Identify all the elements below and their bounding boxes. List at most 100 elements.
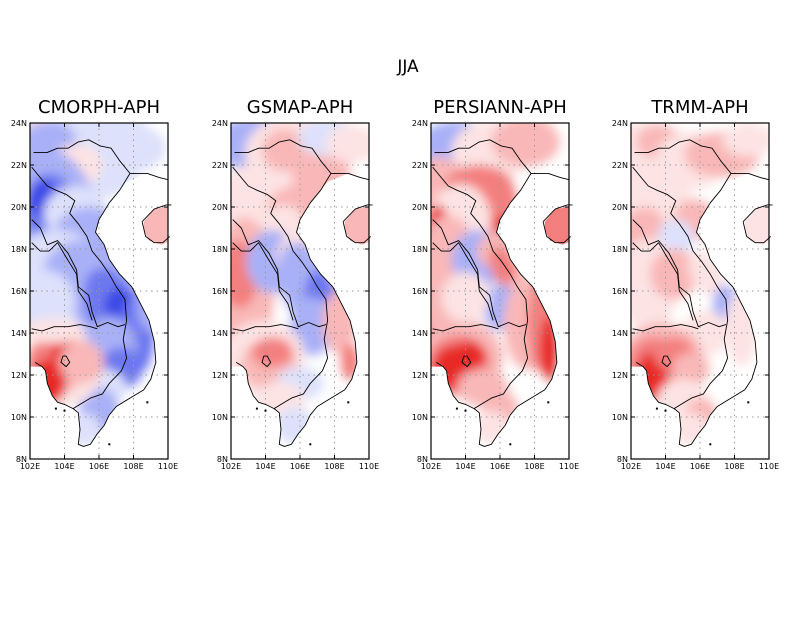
y-tick-label: 14N — [412, 329, 428, 338]
panel-title: GSMAP-APH — [247, 97, 353, 118]
coastline-and-borders — [31, 139, 172, 447]
x-tick-label: 106E — [490, 462, 510, 471]
x-tick-label: 104E — [54, 462, 74, 471]
x-tick-label: 104E — [655, 462, 675, 471]
island-marker — [664, 409, 667, 412]
lat-lon-gridlines — [30, 123, 168, 459]
y-tick-label: 10N — [412, 413, 428, 422]
y-tick-label: 24N — [612, 119, 628, 128]
y-tick-label: 8N — [16, 455, 27, 464]
island-marker — [146, 401, 149, 404]
y-tick-label: 24N — [212, 119, 228, 128]
coastline-and-borders — [232, 139, 373, 447]
x-tick-label: 102E — [221, 462, 241, 471]
island-marker — [655, 407, 658, 410]
y-tick-label: 24N — [412, 119, 428, 128]
y-tick-label: 12N — [612, 371, 628, 380]
y-tick-label: 16N — [412, 287, 428, 296]
y-tick-label: 12N — [11, 371, 27, 380]
coastline-and-borders — [632, 139, 773, 447]
y-tick-label: 18N — [612, 245, 628, 254]
x-tick-label: 102E — [621, 462, 641, 471]
axis-ticks: 102E 104E 106E 108E 110E 24N 22N 20N 18N 16N 14N 12… — [212, 119, 379, 471]
lat-lon-gridlines — [631, 123, 769, 459]
figure-title: JJA — [396, 57, 419, 77]
precip-anomaly-blob — [251, 337, 294, 367]
precip-anomaly-blob — [30, 270, 75, 333]
axis-ticks: 102E 104E 106E 108E 110E 24N 22N 20N 18N 16N 14N 12… — [612, 119, 779, 471]
lat-lon-gridlines — [231, 123, 369, 459]
island-marker — [547, 401, 550, 404]
island-marker — [108, 443, 111, 446]
precip-anomaly-blob — [672, 351, 711, 386]
y-tick-label: 16N — [11, 287, 27, 296]
y-tick-label: 22N — [412, 161, 428, 170]
precip-anomaly-blob — [722, 123, 769, 157]
island-marker — [455, 407, 458, 410]
y-tick-label: 20N — [612, 203, 628, 212]
map-panel-cmorph-aph: CMORPH-APH 102E 104E 106E 108E 110E 24N 22N 20N… — [11, 97, 178, 471]
precip-anomaly-blob — [441, 272, 490, 323]
precip-anomaly-blob — [650, 249, 699, 300]
island-marker — [255, 407, 258, 410]
island-marker — [264, 409, 267, 412]
island-marker — [309, 443, 312, 446]
island-marker — [54, 407, 57, 410]
island-marker — [464, 409, 467, 412]
precip-difference-field — [631, 123, 769, 459]
x-tick-label: 104E — [255, 462, 275, 471]
hainan-land — [744, 207, 769, 245]
y-tick-label: 20N — [11, 203, 27, 212]
y-tick-label: 18N — [11, 245, 27, 254]
island-marker — [709, 443, 712, 446]
y-tick-label: 8N — [217, 455, 228, 464]
island-marker — [63, 409, 66, 412]
x-tick-label: 108E — [324, 462, 344, 471]
y-tick-label: 22N — [612, 161, 628, 170]
y-tick-label: 8N — [617, 455, 628, 464]
axis-ticks: 102E 104E 106E 108E 110E 24N 22N 20N 18N 16N 14N 12… — [11, 119, 178, 471]
y-tick-label: 12N — [212, 371, 228, 380]
precip-anomaly-blob — [83, 123, 167, 174]
x-tick-label: 108E — [123, 462, 143, 471]
x-tick-label: 110E — [559, 462, 579, 471]
coastline-and-borders — [432, 139, 573, 447]
hainan-land — [544, 207, 569, 245]
y-tick-label: 18N — [412, 245, 428, 254]
island-marker — [347, 401, 350, 404]
x-tick-label: 106E — [690, 462, 710, 471]
hainan-land — [344, 207, 369, 245]
precip-anomaly-blob — [30, 318, 86, 344]
x-tick-label: 108E — [724, 462, 744, 471]
y-tick-label: 14N — [212, 329, 228, 338]
y-tick-label: 22N — [11, 161, 27, 170]
y-tick-label: 14N — [11, 329, 27, 338]
y-tick-label: 10N — [11, 413, 27, 422]
axis-ticks: 102E 104E 106E 108E 110E 24N 22N 20N 18N 16N 14N 12… — [412, 119, 579, 471]
panel-title: TRMM-APH — [650, 97, 748, 118]
y-tick-label: 16N — [612, 287, 628, 296]
x-tick-label: 110E — [359, 462, 379, 471]
x-tick-label: 104E — [455, 462, 475, 471]
y-tick-label: 22N — [212, 161, 228, 170]
x-tick-label: 110E — [158, 462, 178, 471]
hainan-land — [143, 207, 168, 245]
y-tick-label: 10N — [612, 413, 628, 422]
map-panel-persiann-aph: PERSIANN-APH 102E 104E 106E 108E 110E 24N 22N 2… — [412, 97, 579, 471]
lat-lon-gridlines — [431, 123, 569, 459]
x-tick-label: 102E — [421, 462, 441, 471]
x-tick-label: 106E — [290, 462, 310, 471]
x-tick-label: 102E — [20, 462, 40, 471]
x-tick-label: 108E — [524, 462, 544, 471]
y-tick-label: 18N — [212, 245, 228, 254]
precip-anomaly-blob — [59, 341, 105, 384]
precip-anomaly-blob — [451, 341, 487, 371]
y-tick-label: 12N — [412, 371, 428, 380]
panel-title: CMORPH-APH — [38, 97, 160, 118]
precip-anomaly-blob — [262, 129, 307, 172]
map-panel-gsmap-aph: GSMAP-APH 102E 104E 106E 108E 110E24N22N20N1… — [212, 97, 379, 471]
x-tick-label: 110E — [759, 462, 779, 471]
island-marker — [747, 401, 750, 404]
y-tick-label: 10N — [212, 413, 228, 422]
